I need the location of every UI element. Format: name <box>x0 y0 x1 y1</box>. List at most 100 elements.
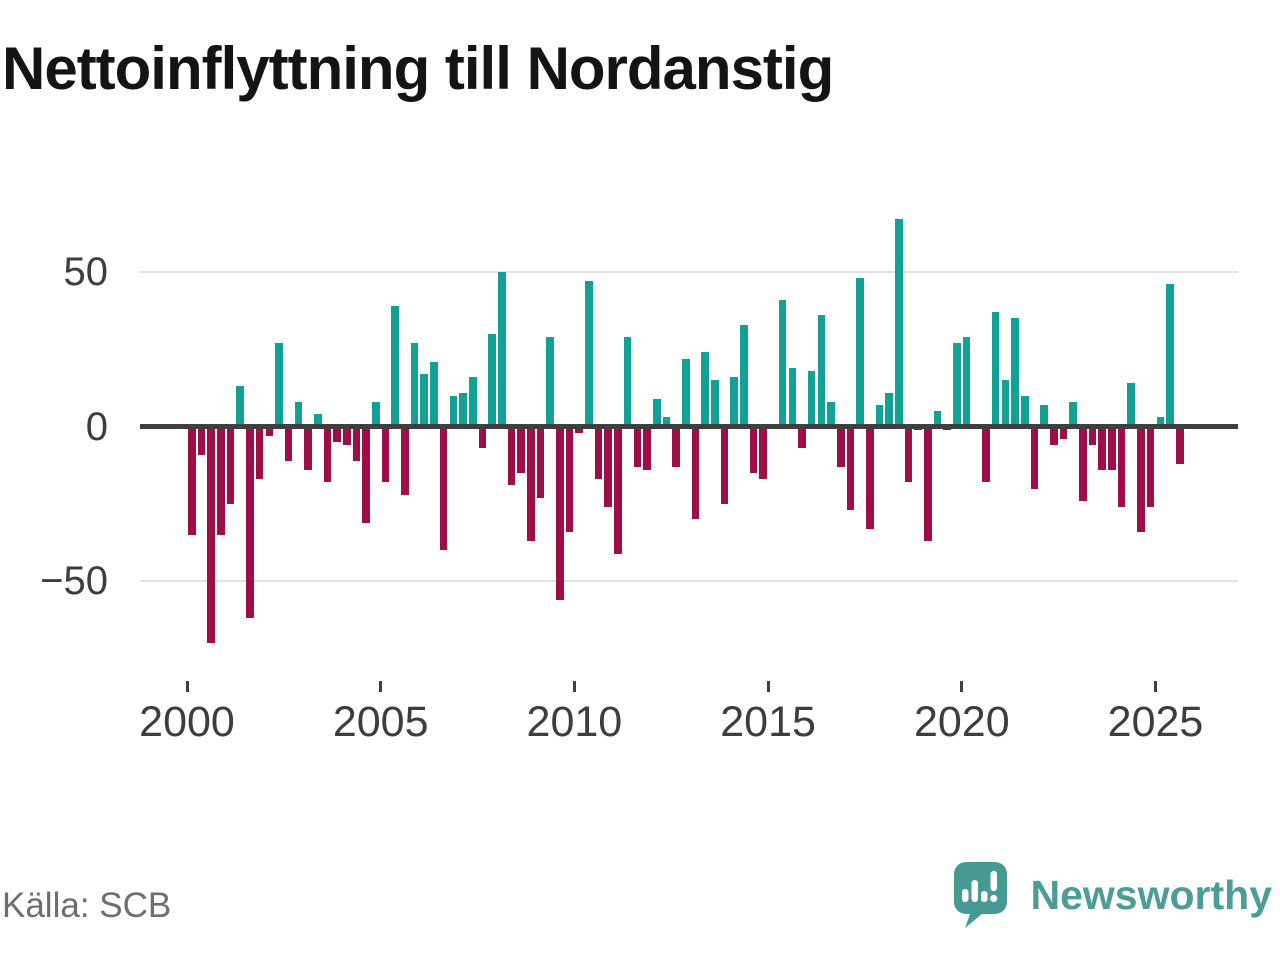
x-tick-label: 2000 <box>139 698 235 746</box>
bar <box>323 426 332 483</box>
zero-axis-line <box>140 424 1238 429</box>
gridline <box>140 580 1238 583</box>
bar <box>623 337 632 427</box>
bar <box>265 426 274 436</box>
bar <box>681 358 690 427</box>
bar <box>1011 318 1019 427</box>
bar <box>643 426 651 470</box>
bar <box>1040 405 1048 427</box>
bar <box>614 426 622 554</box>
bar <box>275 343 283 427</box>
bar <box>1175 426 1184 464</box>
bar <box>420 374 429 427</box>
bar <box>226 426 235 504</box>
x-tick-label: 2015 <box>720 698 816 746</box>
x-tick-label: 2020 <box>913 698 1010 746</box>
bar <box>953 343 961 427</box>
bar <box>362 426 370 523</box>
bar <box>1050 426 1058 446</box>
bar <box>672 426 680 467</box>
bar <box>691 426 700 520</box>
bar <box>982 426 990 483</box>
x-tick-mark <box>960 681 964 692</box>
bar <box>1127 383 1136 427</box>
bar <box>565 426 574 532</box>
bar <box>188 426 196 535</box>
bar <box>798 426 806 449</box>
bar <box>488 333 496 427</box>
bar <box>1146 426 1155 508</box>
bar <box>381 426 390 483</box>
bar <box>1030 426 1039 489</box>
bar <box>536 426 545 498</box>
x-tick-mark <box>1154 681 1157 692</box>
bar <box>352 426 361 461</box>
bar <box>662 417 671 427</box>
bar <box>836 426 845 467</box>
bar <box>507 426 516 486</box>
bar <box>1001 380 1010 427</box>
x-tick-mark <box>766 681 770 692</box>
bar <box>585 281 593 427</box>
bar <box>343 426 351 446</box>
bar <box>846 426 855 511</box>
bar <box>439 426 448 551</box>
bar <box>1098 426 1107 470</box>
bar <box>546 337 554 427</box>
bar <box>885 392 893 427</box>
bar <box>1166 284 1174 427</box>
bar <box>933 411 942 427</box>
x-tick-mark <box>185 681 189 692</box>
newsworthy-logo-text: Newsworthy <box>1030 871 1273 918</box>
x-tick-label: 2010 <box>526 698 623 746</box>
bar <box>991 312 1000 427</box>
bar <box>255 426 264 480</box>
bar <box>468 377 477 427</box>
bar <box>759 426 768 480</box>
bar <box>333 426 341 443</box>
gridline <box>140 271 1238 274</box>
bar <box>633 426 642 467</box>
bar <box>1059 426 1068 440</box>
bar <box>197 426 206 455</box>
bar <box>1137 426 1145 532</box>
bar <box>594 426 603 480</box>
bar <box>740 324 748 427</box>
bar <box>449 395 458 427</box>
bar <box>527 426 535 542</box>
y-tick-label: 0 <box>85 404 108 449</box>
bar <box>430 361 438 427</box>
newsworthy-logo-icon <box>953 862 1007 928</box>
bar <box>236 386 245 427</box>
bar <box>391 306 400 427</box>
bar <box>217 426 225 535</box>
bar <box>652 398 661 427</box>
bar <box>1117 426 1126 508</box>
source-caption: Källa: SCB <box>2 886 172 925</box>
bar <box>1088 426 1097 446</box>
x-tick-label: 2005 <box>332 698 429 746</box>
bar <box>313 414 322 427</box>
bar <box>1069 401 1077 427</box>
bar <box>1079 426 1087 501</box>
bar <box>856 278 864 427</box>
y-tick-label: −50 <box>40 559 108 604</box>
bar <box>904 426 913 483</box>
bar <box>497 272 506 427</box>
bar <box>720 426 729 504</box>
bar <box>284 426 293 461</box>
bar <box>865 426 874 529</box>
bar <box>401 426 409 495</box>
bar <box>711 380 719 427</box>
chart-title: Nettoinflyttning till Nordanstig <box>2 35 834 102</box>
bar <box>778 299 787 427</box>
bar <box>1108 426 1116 470</box>
bar <box>556 426 564 600</box>
bar <box>701 352 709 427</box>
bar <box>575 426 584 433</box>
bar <box>410 343 419 427</box>
bar <box>962 337 971 427</box>
bar <box>459 392 467 427</box>
y-tick-label: 50 <box>63 250 109 295</box>
